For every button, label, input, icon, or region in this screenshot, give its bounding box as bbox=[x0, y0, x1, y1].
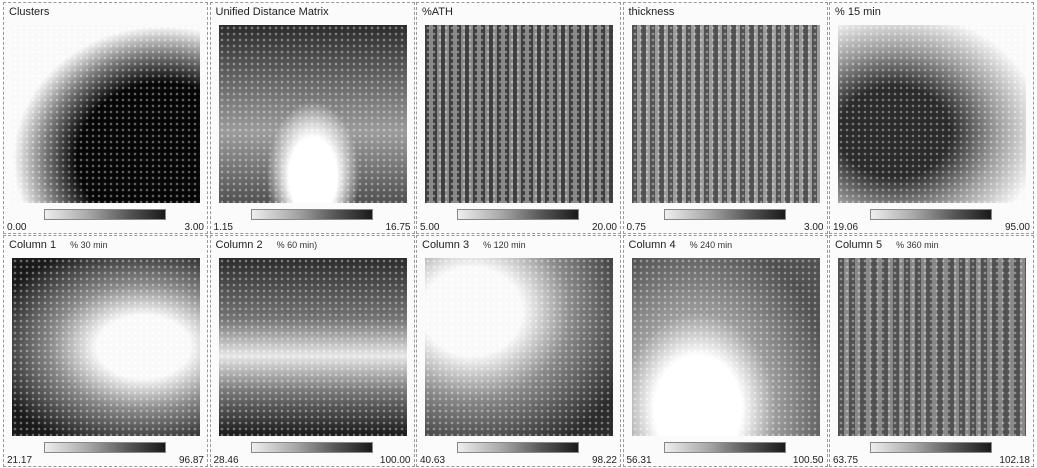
panel-title-row: Column 4 % 240 min bbox=[629, 239, 733, 251]
panel-subtitle: % 30 min bbox=[70, 240, 108, 250]
colorbar bbox=[44, 442, 166, 453]
panel-title: Column 5 bbox=[835, 239, 883, 251]
heatmap bbox=[12, 25, 200, 203]
colorbar-max: 100.00 bbox=[379, 455, 411, 466]
panel: thickness 0.75 3.00 bbox=[622, 2, 828, 234]
panel-title: Column 4 bbox=[628, 239, 676, 251]
panel: %ATH 5.00 20.00 bbox=[416, 2, 621, 234]
colorbar-min: 21.17 bbox=[7, 455, 33, 466]
colorbar-min: 28.46 bbox=[213, 455, 239, 466]
panel-title-row: % 15 min bbox=[835, 6, 881, 18]
panel-title-row: %ATH bbox=[422, 6, 453, 18]
panel-subtitle: % 120 min bbox=[483, 240, 526, 250]
colorbar bbox=[870, 442, 992, 453]
colorbar-min: 0.00 bbox=[7, 222, 27, 233]
colorbar-min: 5.00 bbox=[420, 222, 440, 233]
panel-title: Unified Distance Matrix bbox=[215, 6, 329, 18]
panel: Column 2 % 60 min) 28.46 100.00 bbox=[209, 235, 415, 467]
colorbar bbox=[250, 442, 373, 453]
colorbar-max: 98.22 bbox=[591, 455, 617, 466]
panel-title: % 15 min bbox=[835, 6, 881, 18]
colorbar-max: 96.87 bbox=[178, 455, 204, 466]
panel-title-row: Column 1 % 30 min bbox=[9, 239, 108, 251]
colorbar bbox=[457, 442, 579, 453]
panel: Column 5 % 360 min 63.75 102.18 bbox=[829, 235, 1034, 467]
colorbar-max: 3.00 bbox=[804, 222, 824, 233]
colorbar-max: 100.50 bbox=[792, 455, 824, 466]
heatmap bbox=[218, 258, 407, 436]
panel: Column 3 % 120 min 40.63 98.22 bbox=[416, 235, 621, 467]
panel-title: Column 2 bbox=[215, 239, 263, 251]
heatmap bbox=[12, 258, 200, 436]
colorbar-min: 56.31 bbox=[626, 455, 652, 466]
colorbar-max: 95.00 bbox=[1004, 222, 1030, 233]
colorbar-max: 16.75 bbox=[385, 222, 411, 233]
heatmap bbox=[425, 258, 613, 436]
colorbar-min: 0.75 bbox=[626, 222, 646, 233]
heatmap bbox=[631, 25, 820, 203]
colorbar-max: 102.18 bbox=[999, 455, 1030, 466]
panel-subtitle: % 360 min bbox=[896, 240, 939, 250]
heatmap bbox=[838, 258, 1026, 436]
panel-title: Column 3 bbox=[422, 239, 470, 251]
colorbar-min: 40.63 bbox=[420, 455, 446, 466]
panel-title-row: Unified Distance Matrix bbox=[216, 6, 329, 18]
panel: Column 4 % 240 min 56.31 100.50 bbox=[622, 235, 828, 467]
colorbar-max: 20.00 bbox=[591, 222, 617, 233]
colorbar bbox=[870, 209, 992, 220]
panel-title-row: Column 3 % 120 min bbox=[422, 239, 526, 251]
colorbar-min: 1.15 bbox=[213, 222, 233, 233]
colorbar-min: 63.75 bbox=[833, 455, 859, 466]
heatmap bbox=[425, 25, 613, 203]
panel-title-row: Clusters bbox=[9, 6, 49, 18]
heatmap bbox=[838, 25, 1026, 203]
panel-title-row: thickness bbox=[629, 6, 675, 18]
colorbar-min: 19.06 bbox=[833, 222, 859, 233]
panel-subtitle: % 240 min bbox=[689, 240, 733, 250]
heatmap bbox=[631, 258, 820, 436]
heatmap bbox=[218, 25, 407, 203]
colorbar-max: 3.00 bbox=[184, 222, 204, 233]
panel-title-row: Column 5 % 360 min bbox=[835, 239, 939, 251]
panel-subtitle: % 60 min) bbox=[276, 240, 318, 250]
colorbar bbox=[250, 209, 373, 220]
panel-title-row: Column 2 % 60 min) bbox=[216, 239, 318, 251]
colorbar bbox=[44, 209, 166, 220]
panel: Column 1 % 30 min 21.17 96.87 bbox=[3, 235, 208, 467]
panel: Unified Distance Matrix 1.15 16.75 bbox=[209, 2, 415, 234]
panel-title: Clusters bbox=[9, 6, 50, 18]
panel: % 15 min 19.06 95.00 bbox=[829, 2, 1034, 234]
panel: Clusters 0.00 3.00 bbox=[3, 2, 208, 234]
colorbar bbox=[663, 209, 786, 220]
panel-title: Column 1 bbox=[9, 239, 57, 251]
panel-title: thickness bbox=[628, 6, 675, 18]
panel-title: %ATH bbox=[422, 6, 453, 18]
colorbar bbox=[457, 209, 579, 220]
colorbar bbox=[663, 442, 786, 453]
